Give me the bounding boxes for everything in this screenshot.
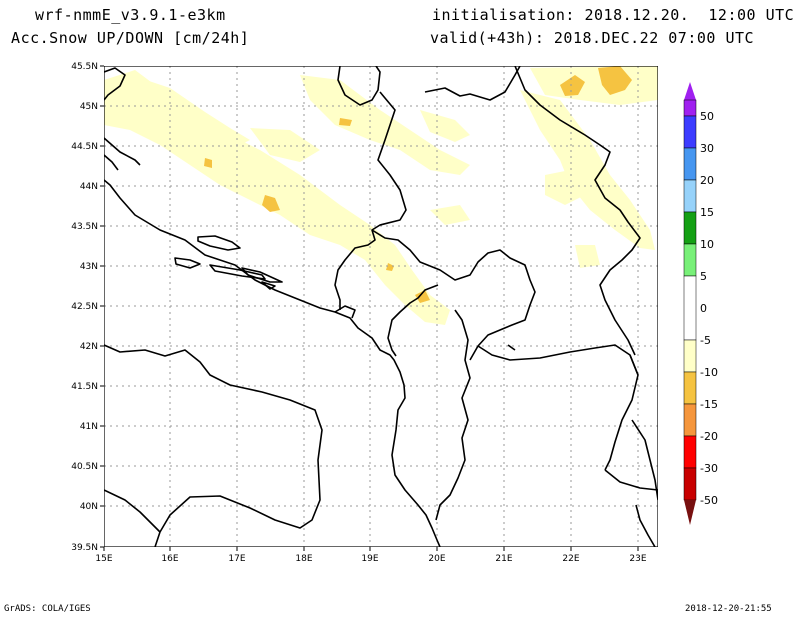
colorbar-swatch bbox=[683, 99, 697, 117]
colorbar-label: -10 bbox=[700, 366, 718, 379]
colorbar-label: 20 bbox=[700, 174, 714, 187]
colorbar-swatch bbox=[683, 243, 697, 277]
colorbar-swatch bbox=[683, 179, 697, 213]
colorbar-label: 15 bbox=[700, 206, 714, 219]
colorbar-swatch bbox=[683, 403, 697, 437]
lat-label: 41.5N bbox=[71, 382, 98, 392]
snow-field-moderate bbox=[204, 66, 632, 303]
colorbar-top-arrow bbox=[684, 82, 696, 100]
lat-label: 42.5N bbox=[71, 302, 98, 312]
lat-label: 40.5N bbox=[71, 462, 98, 472]
valid-time: valid(+43h): 2018.DEC.22 07:00 UTC bbox=[430, 29, 755, 47]
field-title: n Acc.Snow UP/DOWN [cm/24h] bbox=[0, 29, 250, 47]
colorbar-bottom-arrow bbox=[684, 500, 696, 525]
lon-label: 20E bbox=[428, 554, 445, 564]
lon-label: 16E bbox=[161, 554, 178, 564]
lon-label: 15E bbox=[95, 554, 112, 564]
colorbar-label: -30 bbox=[700, 462, 718, 475]
colorbar-swatch bbox=[683, 435, 697, 469]
colorbar-swatch bbox=[683, 275, 697, 341]
lat-label: 44N bbox=[80, 182, 98, 192]
colorbar-swatch bbox=[683, 371, 697, 405]
colorbar-label: -5 bbox=[700, 334, 711, 347]
lat-label: 43N bbox=[80, 262, 98, 272]
colorbar-swatch bbox=[683, 115, 697, 149]
lon-label: 23E bbox=[629, 554, 646, 564]
lon-label: 21E bbox=[495, 554, 512, 564]
colorbar-label: 0 bbox=[700, 302, 707, 315]
lon-label: 18E bbox=[295, 554, 312, 564]
colorbar-swatch bbox=[683, 339, 697, 373]
model-title: wrf-nmmE_v3.9.1-e3km bbox=[35, 6, 226, 24]
lat-label: 39.5N bbox=[71, 543, 98, 553]
colorbar: 50 30 20 15 10 5 0 -5 -10 -15 -20 -30 -5… bbox=[683, 82, 718, 525]
lat-label: 41N bbox=[80, 422, 98, 432]
colorbar-swatch bbox=[683, 467, 697, 501]
colorbar-swatch bbox=[683, 211, 697, 245]
map-grid bbox=[104, 66, 658, 547]
lat-label: 45.5N bbox=[71, 62, 98, 72]
lat-label: 45N bbox=[80, 102, 98, 112]
colorbar-label: -20 bbox=[700, 430, 718, 443]
colorbar-label: 5 bbox=[700, 270, 707, 283]
lat-label: 40N bbox=[80, 502, 98, 512]
grads-credit: GrADS: COLA/IGES bbox=[4, 604, 91, 614]
lat-axis: 45.5N 45N 44.5N 44N 43.5N 43N 42.5N 42N … bbox=[71, 62, 104, 553]
colorbar-label: -50 bbox=[700, 494, 718, 507]
lon-axis: 15E 16E 17E 18E 19E 20E 21E 22E 23E bbox=[95, 547, 647, 564]
colorbar-label: 10 bbox=[700, 238, 714, 251]
coastlines-borders bbox=[104, 66, 658, 547]
lat-label: 42N bbox=[80, 342, 98, 352]
lon-label: 17E bbox=[228, 554, 245, 564]
colorbar-swatch bbox=[683, 147, 697, 181]
lat-label: 44.5N bbox=[71, 142, 98, 152]
lat-label: 43.5N bbox=[71, 222, 98, 232]
snow-field-light bbox=[104, 66, 658, 325]
map-panel bbox=[104, 66, 658, 547]
init-time: initialisation: 2018.12.20. 12:00 UTC bbox=[432, 6, 795, 24]
lon-label: 22E bbox=[562, 554, 579, 564]
render-timestamp: 2018-12-20-21:55 bbox=[685, 604, 772, 614]
lon-label: 19E bbox=[361, 554, 378, 564]
colorbar-label: 30 bbox=[700, 142, 714, 155]
colorbar-label: -15 bbox=[700, 398, 718, 411]
colorbar-label: 50 bbox=[700, 110, 714, 123]
